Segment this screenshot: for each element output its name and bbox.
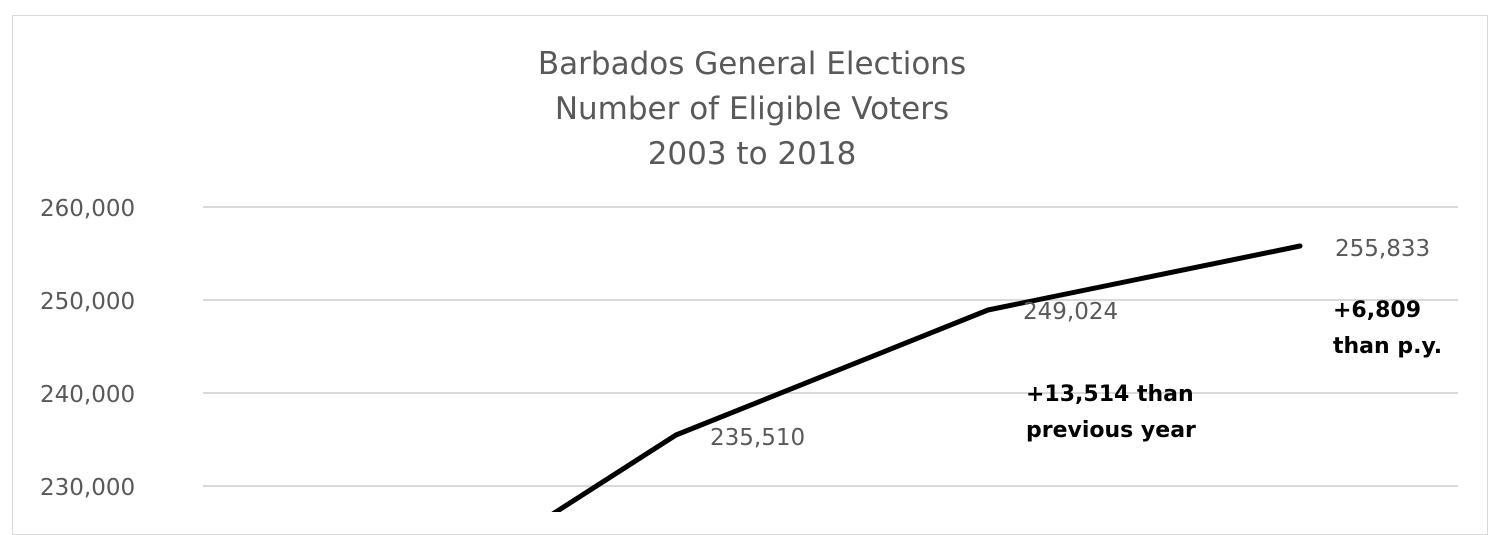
series-line-eligible-voters: [551, 243, 1303, 512]
chart-frame: [12, 15, 1488, 535]
annotation-line: +6,809: [1333, 298, 1422, 323]
annotation-line: previous year: [1026, 418, 1196, 443]
plot-area: [203, 206, 1458, 512]
y-tick-label: 260,000: [40, 196, 136, 222]
y-tick-label: 230,000: [40, 475, 136, 501]
data-label: 249,024: [1023, 299, 1119, 325]
chart-title-line-3: 2003 to 2018: [647, 136, 857, 172]
annotation-increase-2018: +6,809 than p.y.: [1333, 293, 1442, 365]
data-label: 235,510: [710, 425, 806, 451]
chart-title-line-1: Barbados General Elections: [537, 46, 967, 82]
annotation-increase-2013: +13,514 than previous year: [1026, 377, 1196, 449]
y-tick-label: 250,000: [40, 289, 136, 315]
chart-title: Barbados General Elections Number of Eli…: [0, 42, 1504, 177]
gridlines: [203, 206, 1458, 487]
annotation-line: +13,514 than: [1026, 382, 1194, 407]
chart-title-line-2: Number of Eligible Voters: [554, 91, 950, 127]
data-label: 255,833: [1335, 236, 1431, 262]
y-tick-label: 240,000: [40, 382, 136, 408]
annotation-line: than p.y.: [1333, 334, 1443, 359]
